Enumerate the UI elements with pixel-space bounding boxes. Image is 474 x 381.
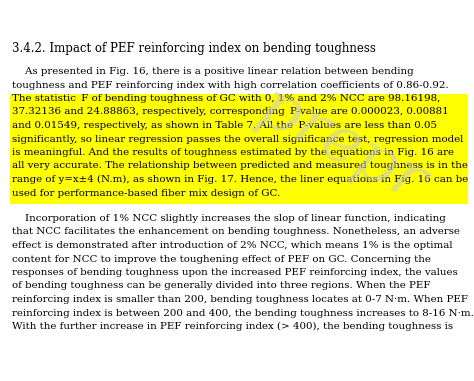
Text: responses of bending toughness upon the increased PEF reinforcing index, the val: responses of bending toughness upon the …	[12, 268, 458, 277]
Text: With the further increase in PEF reinforcing index (> 400), the bending toughnes: With the further increase in PEF reinfor…	[12, 322, 453, 331]
Text: content for NCC to improve the toughening effect of PEF on GC. Concerning the: content for NCC to improve the toughenin…	[12, 255, 431, 264]
Text: used for performance-based fiber mix design of GC.: used for performance-based fiber mix des…	[12, 189, 280, 197]
Text: that NCC facilitates the enhancement on bending toughness. Nonetheless, an adver: that NCC facilitates the enhancement on …	[12, 227, 460, 237]
Text: Incorporation of 1% NCC slightly increases the slop of linear function, indicati: Incorporation of 1% NCC slightly increas…	[12, 214, 446, 223]
Text: significantly, so linear regression passes the overall significance test, regres: significantly, so linear regression pass…	[12, 134, 463, 144]
Text: As presented in Fig. 16, there is a positive linear relation between bending: As presented in Fig. 16, there is a posi…	[12, 67, 414, 76]
Bar	[10, 94, 468, 204]
Text: of bending toughness can be generally divided into three regions. When the PEF: of bending toughness can be generally di…	[12, 282, 430, 290]
Text: all very accurate. The relationship between predicted and measured toughness is : all very accurate. The relationship betw…	[12, 162, 468, 171]
Text: reinforcing index is between 200 and 400, the bending toughness increases to 8-1: reinforcing index is between 200 and 400…	[12, 309, 474, 317]
Text: is meaningful. And the results of toughness estimated by the equations in Fig. 1: is meaningful. And the results of toughn…	[12, 148, 454, 157]
Text: toughness and PEF reinforcing index with high correlation coefficients of 0.86-0: toughness and PEF reinforcing index with…	[12, 80, 449, 90]
Text: effect is demonstrated after introduction of 2% NCC, which means 1% is the optim: effect is demonstrated after introductio…	[12, 241, 453, 250]
Text: 37.32136 and 24.88863, respectively, corresponding  P-value are 0.000023, 0.0088: 37.32136 and 24.88863, respectively, cor…	[12, 107, 449, 117]
Text: reinforcing index is smaller than 200, bending toughness locates at 0-7 N·m. Whe: reinforcing index is smaller than 200, b…	[12, 295, 468, 304]
Text: and 0.01549, respectively, as shown in Table 7. All the  P-values are less than : and 0.01549, respectively, as shown in T…	[12, 121, 437, 130]
Text: prepr: prepr	[247, 75, 436, 215]
Text: The statistic  F of bending toughness of GC with 0, 1% and 2% NCC are 98.16198,: The statistic F of bending toughness of …	[12, 94, 440, 103]
Text: range of y=x±4 (N.m), as shown in Fig. 17. Hence, the liner equations in Fig. 16: range of y=x±4 (N.m), as shown in Fig. 1…	[12, 175, 468, 184]
Text: 3.4.2. Impact of PEF reinforcing index on bending toughness: 3.4.2. Impact of PEF reinforcing index o…	[12, 42, 376, 55]
